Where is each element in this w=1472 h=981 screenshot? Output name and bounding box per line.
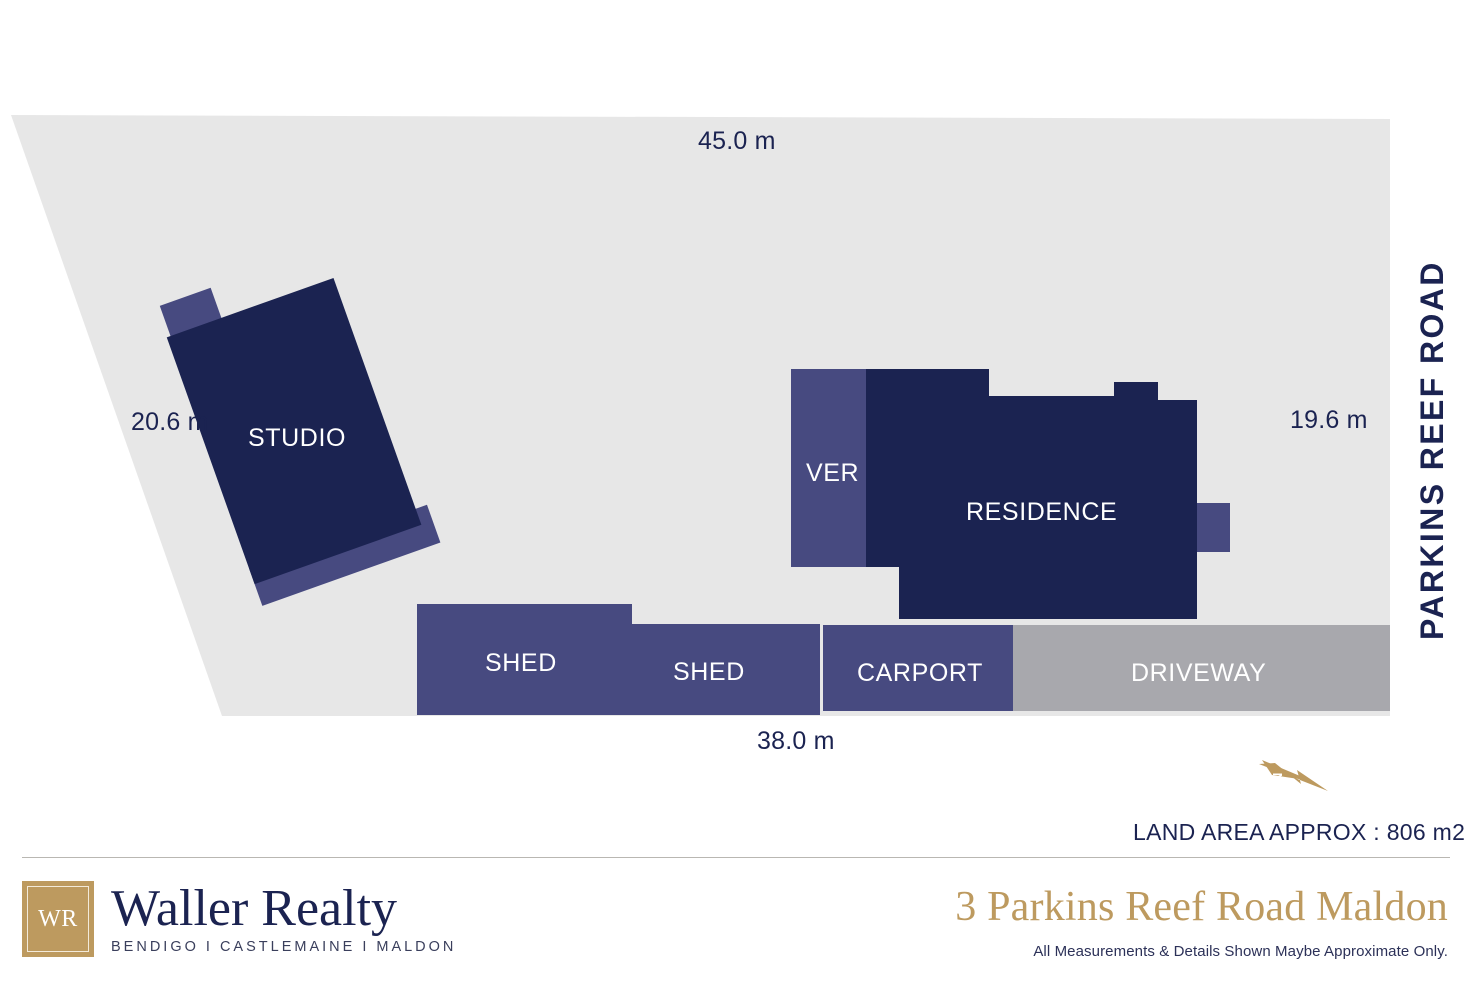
studio-label: STUDIO	[248, 424, 346, 452]
residence-shape	[866, 369, 1197, 619]
footer: WR Waller Realty BENDIGO I CASTLEMAINE I…	[0, 862, 1472, 981]
verandah-label: VER	[806, 459, 859, 487]
brand-locations: BENDIGO I CASTLEMAINE I MALDON	[111, 939, 457, 955]
brand-monogram-mark: WR	[22, 881, 94, 957]
driveway-label: DRIVEWAY	[1131, 659, 1266, 687]
brand-logo[interactable]: WR Waller Realty BENDIGO I CASTLEMAINE I…	[22, 881, 456, 957]
residence-label: RESIDENCE	[966, 498, 1117, 526]
land-area-label: LAND AREA APPROX : 806 m2	[1133, 819, 1465, 845]
dimension-top: 45.0 m	[698, 127, 776, 155]
footer-right-block: 3 Parkins Reef Road Maldon All Measureme…	[955, 883, 1448, 960]
carport-shape	[823, 625, 1013, 711]
dimension-bottom: 38.0 m	[757, 727, 835, 755]
disclaimer-text: All Measurements & Details Shown Maybe A…	[1033, 943, 1448, 960]
carport-label: CARPORT	[857, 659, 983, 687]
residence-side-bump	[1197, 503, 1230, 552]
verandah-shape	[791, 369, 866, 567]
studio-body	[166, 277, 422, 585]
brand-name: Waller Realty	[111, 880, 398, 937]
shed-east-label: SHED	[673, 658, 745, 686]
property-address: 3 Parkins Reef Road Maldon	[955, 884, 1448, 930]
north-arrow-letter: N	[1270, 773, 1285, 782]
brand-text-block: Waller Realty BENDIGO I CASTLEMAINE I MA…	[111, 880, 457, 956]
shed-shape	[417, 604, 820, 715]
road-name-label: PARKINS REEF ROAD	[1414, 260, 1450, 640]
brand-monogram-text: WR	[38, 905, 78, 932]
driveway-shape	[1013, 625, 1390, 711]
shed-west-label: SHED	[485, 649, 557, 677]
dimension-left: 20.6 m	[131, 408, 209, 436]
north-arrow-icon: N	[1259, 760, 1328, 791]
studio-group	[159, 277, 441, 606]
footer-divider	[22, 857, 1450, 858]
dimension-right: 19.6 m	[1290, 406, 1368, 434]
